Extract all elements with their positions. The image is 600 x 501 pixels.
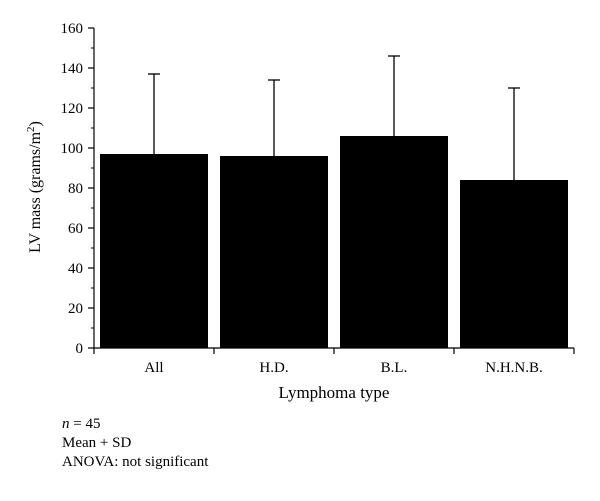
statistic-note: Mean + SD — [62, 435, 132, 451]
n-symbol: n — [62, 416, 70, 432]
y-tick-label: 80 — [68, 181, 83, 197]
y-tick-label: 100 — [61, 141, 84, 157]
sample-size-note: n = 45 — [62, 415, 208, 434]
y-tick-label: 20 — [68, 301, 83, 317]
anova-note: ANOVA: not significant — [62, 454, 209, 470]
y-tick-label: 60 — [68, 221, 83, 237]
y-axis-label-close: ) — [27, 121, 44, 126]
bar — [340, 136, 448, 348]
y-tick-label: 160 — [61, 21, 84, 37]
x-axis-label: Lymphoma type — [279, 383, 390, 402]
bars — [100, 136, 568, 348]
bar — [460, 180, 568, 348]
x-tick-label: N.H.N.B. — [485, 360, 543, 376]
y-axis-label: LV mass (grams/m2) — [25, 121, 44, 253]
y-tick-label: 120 — [61, 101, 84, 117]
n-value: = 45 — [69, 416, 101, 432]
bar — [220, 156, 328, 348]
y-axis-label-sup: 2 — [25, 126, 37, 132]
y-axis-label-main: LV mass (grams/m — [27, 131, 44, 252]
error-bars — [148, 55, 520, 180]
bar-chart: 0 20 40 60 80 100 120 140 160 All H.D. B.L. N.H.N.B.… — [25, 21, 575, 402]
x-tick-label: All — [144, 360, 163, 376]
x-tick-label: B.L. — [381, 360, 408, 376]
tick-labels: 0 20 40 60 80 100 120 140 160 All H.D. B.L. N.H.N.B. — [61, 21, 543, 376]
x-tick-label: H.D. — [259, 360, 288, 376]
y-tick-label: 40 — [68, 261, 83, 277]
chart-notes: n = 45 Mean + SD ANOVA: not significant — [62, 415, 208, 472]
y-tick-label: 140 — [61, 61, 84, 77]
y-tick-label: 0 — [76, 341, 84, 357]
bar — [100, 154, 208, 348]
